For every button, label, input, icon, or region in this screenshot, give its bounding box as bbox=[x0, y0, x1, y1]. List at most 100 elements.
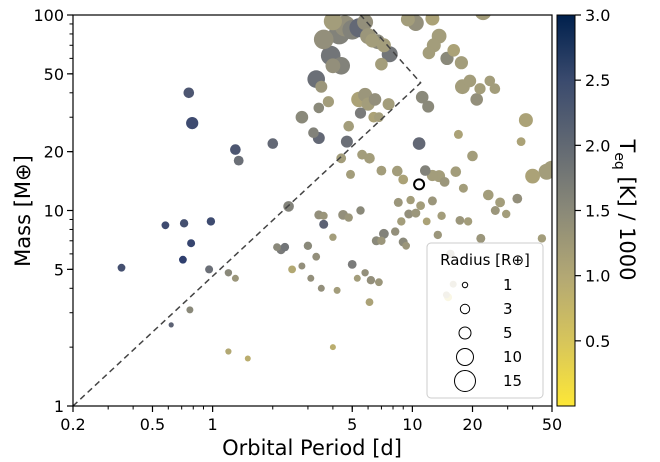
planet-point bbox=[422, 100, 435, 113]
planet-point bbox=[307, 274, 315, 282]
legend-label: 1 bbox=[503, 276, 513, 294]
planet-point bbox=[368, 93, 382, 106]
planet-point bbox=[186, 117, 199, 130]
planet-point bbox=[347, 260, 357, 269]
planet-point bbox=[206, 217, 216, 226]
colorbar: 0.5 1.0 1.5 2.0 2.5 3.0 Teq [K] / 1000 bbox=[556, 6, 639, 407]
planet-point bbox=[484, 75, 496, 87]
planet-point bbox=[375, 57, 388, 71]
colorbar-label: Teq [K] / 1000 bbox=[611, 138, 639, 280]
planet-point bbox=[525, 168, 540, 184]
planet-point bbox=[376, 165, 387, 176]
planet-point bbox=[343, 120, 355, 132]
planet-point bbox=[333, 286, 341, 294]
boundary-line bbox=[72, 14, 422, 407]
planet-point bbox=[322, 96, 334, 108]
planet-point bbox=[537, 234, 547, 243]
planet-point bbox=[313, 29, 334, 50]
planet-point bbox=[392, 165, 403, 177]
planet-point bbox=[288, 265, 296, 274]
x-tick-label: 0.2 bbox=[60, 415, 85, 434]
colorbar-label-subscript: eq bbox=[611, 152, 627, 170]
planet-point bbox=[205, 265, 214, 274]
legend-marker bbox=[456, 348, 474, 366]
planet-point bbox=[376, 38, 391, 53]
planet-point bbox=[233, 155, 244, 166]
planet-point bbox=[325, 58, 341, 74]
planet-point bbox=[319, 211, 328, 220]
planet-point bbox=[476, 233, 486, 243]
planet-point bbox=[366, 276, 376, 285]
planet-point bbox=[495, 197, 505, 208]
x-tick-label: 0.5 bbox=[140, 415, 165, 434]
planet-point bbox=[450, 166, 462, 177]
legend-marker bbox=[454, 370, 476, 392]
planet-point bbox=[422, 46, 436, 60]
planet-point bbox=[406, 195, 415, 205]
planet-point bbox=[422, 217, 431, 226]
planet-point bbox=[303, 241, 313, 250]
y-axis: 1 5 10 20 50 100 bbox=[33, 6, 73, 416]
planet-point bbox=[329, 233, 337, 241]
planet-point bbox=[458, 183, 468, 193]
planet-point bbox=[518, 113, 533, 128]
planet-point bbox=[516, 137, 526, 147]
planet-point bbox=[474, 83, 486, 95]
planet-point bbox=[336, 153, 347, 164]
planet-point bbox=[463, 217, 473, 226]
planet-point bbox=[319, 219, 329, 229]
planet-point bbox=[538, 163, 552, 180]
planet-point bbox=[374, 112, 384, 123]
planet-point bbox=[437, 211, 446, 220]
colorbar-tick-label: 2.5 bbox=[585, 71, 610, 90]
y-tick-label: 10 bbox=[44, 202, 64, 221]
planet-point bbox=[361, 269, 369, 277]
legend-label: 15 bbox=[503, 372, 522, 390]
planet-point bbox=[454, 56, 468, 70]
y-tick-label: 5 bbox=[54, 260, 64, 279]
planet-point bbox=[427, 196, 437, 206]
planet-point bbox=[475, 15, 491, 21]
x-axis-label: Orbital Period [d] bbox=[222, 436, 402, 460]
planet-point bbox=[447, 44, 461, 57]
planet-point bbox=[340, 135, 353, 148]
planet-point bbox=[168, 322, 174, 328]
y-tick-label: 50 bbox=[44, 65, 64, 84]
planet-point bbox=[433, 230, 442, 240]
planet-point bbox=[365, 298, 374, 306]
planet-point bbox=[470, 93, 484, 106]
legend: Radius [R⊕] 1 3 5 10 15 bbox=[426, 242, 544, 399]
y-axis-label: Mass [M⊕] bbox=[11, 155, 35, 267]
y-tick-label: 100 bbox=[33, 6, 64, 25]
planet-point bbox=[439, 177, 450, 187]
planet-point bbox=[489, 83, 501, 94]
planet-point bbox=[346, 169, 355, 179]
planet-point bbox=[295, 110, 309, 124]
planet-point bbox=[117, 263, 126, 272]
x-axis: 0.2 0.5 1 5 10 20 50 bbox=[60, 406, 562, 434]
planet-point bbox=[400, 15, 415, 27]
planet-point bbox=[420, 165, 431, 176]
legend-marker bbox=[459, 303, 471, 315]
highlighted-planet-point bbox=[413, 178, 426, 191]
planet-point bbox=[502, 209, 511, 219]
planet-point bbox=[357, 149, 367, 160]
planet-point bbox=[317, 284, 325, 292]
planet-point bbox=[357, 15, 374, 31]
planet-point bbox=[273, 243, 281, 252]
planet-point bbox=[356, 206, 365, 215]
planet-point bbox=[379, 228, 389, 239]
colorbar-label-main: T bbox=[615, 138, 639, 152]
legend-marker bbox=[458, 326, 472, 340]
x-tick-label: 5 bbox=[347, 415, 357, 434]
planet-point bbox=[298, 262, 306, 270]
planet-point bbox=[161, 221, 170, 230]
planet-point bbox=[225, 348, 232, 355]
x-tick-label: 50 bbox=[542, 415, 562, 434]
y-tick-label: 1 bbox=[54, 397, 64, 416]
planet-point bbox=[382, 98, 395, 111]
planet-point bbox=[467, 150, 478, 162]
planet-point bbox=[375, 278, 383, 287]
x-tick-label: 10 bbox=[402, 415, 422, 434]
